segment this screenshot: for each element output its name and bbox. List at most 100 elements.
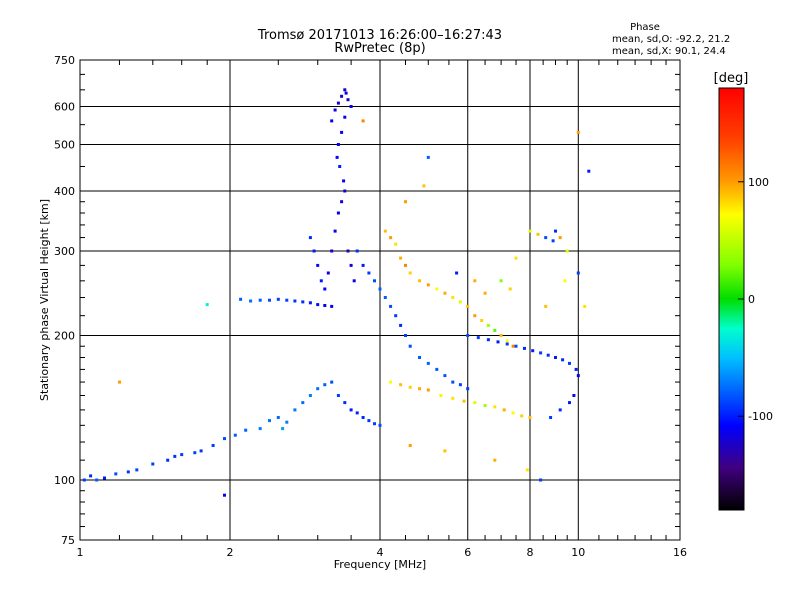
data-point — [483, 404, 487, 407]
data-point — [114, 472, 118, 476]
data-point — [323, 304, 327, 307]
data-point — [344, 91, 348, 95]
data-point — [340, 130, 344, 134]
data-point — [502, 408, 506, 412]
colorbar-label: [deg] — [714, 71, 749, 86]
data-point — [476, 336, 480, 340]
data-point — [301, 300, 305, 304]
data-point — [373, 279, 376, 283]
data-point — [458, 383, 462, 387]
data-point — [346, 249, 350, 253]
x-tick-label: 2 — [227, 546, 234, 559]
chart-title: Tromsø 20171013 16:26:00–16:27:43 — [257, 28, 502, 43]
data-point — [330, 304, 334, 308]
x-tick-label: 8 — [527, 546, 534, 559]
data-point — [343, 401, 347, 405]
data-point — [258, 298, 262, 302]
data-point — [336, 211, 340, 215]
data-point — [89, 474, 93, 478]
data-point — [443, 449, 447, 453]
data-point — [493, 405, 497, 409]
data-point — [443, 374, 447, 378]
colorbar-tick-label: 100 — [748, 176, 769, 189]
colorbar-tick-label: 0 — [748, 293, 755, 306]
data-point — [539, 351, 543, 355]
data-point — [268, 298, 271, 302]
data-point — [439, 394, 443, 397]
data-point — [426, 388, 430, 392]
data-point — [493, 328, 497, 332]
data-point — [508, 287, 512, 291]
data-point — [276, 416, 280, 419]
data-point — [466, 387, 470, 391]
data-point — [523, 346, 526, 350]
data-point — [343, 88, 347, 92]
data-point — [418, 279, 421, 283]
data-point — [316, 263, 320, 267]
data-point — [408, 385, 412, 389]
data-point — [316, 387, 320, 391]
data-point — [404, 200, 407, 204]
colorbar-ticks: 100 0 -100 — [738, 176, 773, 423]
x-tick-label: 16 — [673, 546, 687, 559]
data-point — [511, 411, 515, 415]
data-point — [223, 437, 226, 441]
data-point — [343, 115, 347, 119]
grid-lines — [80, 60, 680, 540]
data-point — [342, 179, 346, 183]
data-point — [308, 394, 312, 397]
data-point — [394, 314, 398, 318]
data-point — [546, 353, 550, 357]
data-point — [544, 304, 548, 308]
data-point — [346, 98, 350, 102]
data-point — [486, 323, 490, 327]
phase-stats-o: mean, sd,O: -92.2, 21.2 — [612, 34, 730, 45]
y-tick-label: 75 — [61, 534, 75, 547]
data-point — [561, 358, 565, 362]
x-tick-label: 4 — [377, 546, 384, 559]
x-tick-label: 10 — [571, 546, 585, 559]
data-point — [422, 184, 426, 188]
data-point — [435, 287, 439, 291]
data-point — [473, 314, 477, 318]
chart-subtitle: RwPretec (8p) — [334, 41, 425, 56]
data-point — [483, 291, 487, 295]
data-point — [549, 416, 553, 419]
data-point — [520, 414, 524, 418]
data-point — [319, 279, 323, 283]
data-point — [193, 451, 197, 455]
y-tick-label: 500 — [54, 139, 75, 152]
data-point — [126, 470, 130, 474]
y-tick-label: 750 — [54, 54, 75, 67]
data-point — [349, 105, 353, 108]
data-point — [486, 338, 490, 342]
data-point — [378, 287, 382, 291]
data-point — [576, 374, 580, 378]
data-point — [408, 344, 412, 348]
data-point — [525, 468, 529, 472]
y-tick-label: 400 — [54, 185, 75, 198]
data-point — [361, 263, 365, 267]
data-point — [554, 356, 557, 359]
data-point — [285, 298, 289, 302]
data-point — [211, 444, 215, 447]
data-point — [496, 340, 500, 344]
data-point — [480, 319, 484, 322]
data-point — [536, 232, 540, 236]
data-point — [531, 349, 535, 353]
plot-frame — [79, 59, 681, 541]
data-point — [466, 334, 470, 337]
data-point — [361, 416, 365, 419]
data-point — [180, 453, 184, 457]
data-point — [336, 101, 340, 105]
data-point — [333, 229, 337, 233]
data-point — [451, 396, 455, 400]
data-point — [349, 408, 353, 412]
data-point — [343, 189, 347, 193]
data-point — [493, 458, 497, 462]
data-point — [340, 94, 344, 98]
data-point — [528, 416, 532, 419]
data-point — [554, 229, 557, 233]
data-point — [355, 249, 359, 253]
